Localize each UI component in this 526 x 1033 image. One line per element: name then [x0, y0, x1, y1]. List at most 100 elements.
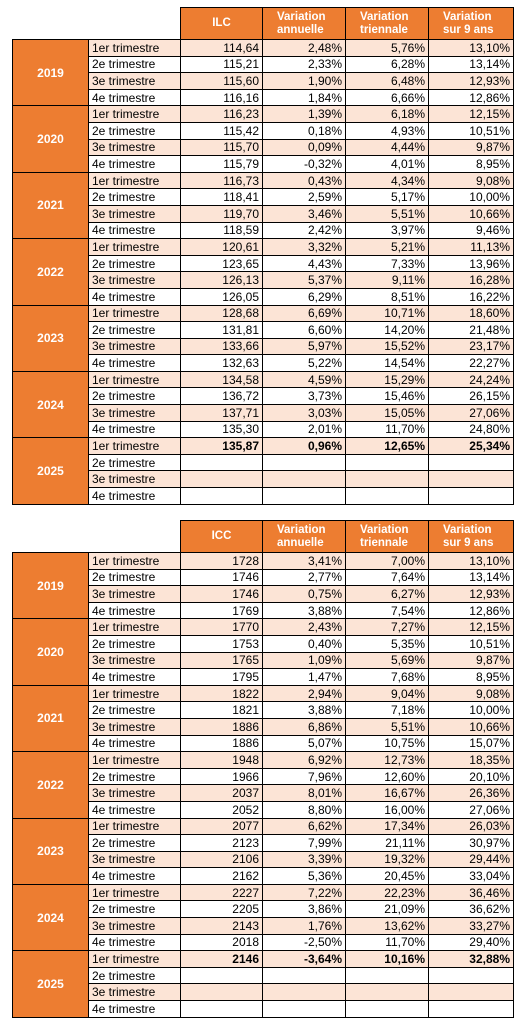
value-cell [428, 487, 514, 505]
table-row: 3e trimestre [13, 983, 514, 1002]
value-cell [428, 983, 514, 1002]
quarter-cell: 1er trimestre [88, 552, 181, 570]
value-cell: 29,40% [428, 933, 514, 952]
table-row: 4e trimestre 1769 3,88% 7,54% 12,86% [13, 601, 514, 620]
quarter-cell: 4e trimestre [88, 354, 181, 372]
table-row: 4e trimestre 1886 5,07% 10,75% 15,07% [13, 734, 514, 753]
value-cell: 15,52% [345, 337, 429, 356]
value-cell: 12,15% [428, 618, 514, 636]
quarter-cell: 4e trimestre [88, 933, 181, 952]
value-cell: 16,67% [345, 784, 429, 802]
value-cell: 2037 [180, 784, 263, 802]
table-row: 4e trimestre 116,16 1,84% 6,66% 12,86% [13, 88, 514, 107]
value-cell: 134,58 [180, 370, 263, 389]
value-cell: 21,48% [428, 321, 514, 339]
table-row: 3e trimestre 115,70 0,09% 4,44% 9,87% [13, 138, 514, 157]
value-cell: 9,11% [345, 271, 429, 289]
value-cell: 18,35% [428, 751, 514, 769]
value-cell: 2,43% [262, 618, 346, 636]
value-cell: 10,00% [428, 701, 514, 719]
value-cell: 1765 [180, 651, 263, 670]
year-cell: 2019 [12, 38, 89, 107]
value-cell: -3,64% [262, 950, 346, 968]
value-cell: 5,69% [345, 651, 429, 670]
value-cell: 1746 [180, 585, 263, 603]
value-cell: 21,11% [345, 834, 429, 852]
value-cell: 0,09% [262, 138, 346, 157]
value-cell: 133,66 [180, 337, 263, 356]
quarter-cell: 3e trimestre [88, 983, 181, 1002]
value-cell: 7,68% [345, 668, 429, 686]
value-cell: 6,86% [262, 717, 346, 736]
table-row: 2e trimestre 118,41 2,59% 5,17% 10,00% [13, 188, 514, 206]
value-cell: 9,87% [428, 651, 514, 670]
value-cell: 1,39% [262, 105, 346, 123]
table-row: 2025 1er trimestre 135,87 0,96% 12,65% 25,34% [12, 437, 514, 505]
value-cell: 1,84% [262, 88, 346, 107]
icc-table: ICC Variation annuelle Variation triennale… [12, 520, 514, 1018]
table-row: 2025 1er trimestre 2146 -3,64% 10,16% 32,88% [12, 950, 514, 1018]
value-cell: 7,00% [345, 552, 429, 570]
value-cell: 1886 [180, 734, 263, 753]
quarter-cell: 3e trimestre [88, 138, 181, 157]
value-cell: 137,71 [180, 404, 263, 422]
value-cell: 6,69% [262, 304, 346, 323]
quarter-cell: 3e trimestre [88, 917, 181, 935]
value-cell: 115,60 [180, 72, 263, 90]
value-cell: 2,01% [262, 420, 346, 439]
table-row: 3e trimestre 137,71 3,03% 15,05% 27,06% [13, 404, 514, 422]
table-row: 4e trimestre 132,63 5,22% 14,54% 22,27% [13, 354, 514, 372]
value-cell: 4,43% [262, 254, 346, 273]
value-cell: 33,27% [428, 917, 514, 935]
table-row: 2022 1er trimestre 120,61 3,32% 5,21% 11,13% [12, 238, 514, 306]
column-header: Variation triennale [345, 7, 429, 40]
value-cell: 2,48% [262, 39, 346, 57]
table-row: 3e trimestre 115,60 1,90% 6,48% 12,93% [13, 72, 514, 90]
value-cell: 126,13 [180, 271, 263, 289]
table-row: 2024 1er trimestre 2227 7,22% 22,23% 36,46% [12, 883, 514, 952]
value-cell: 2106 [180, 850, 263, 869]
quarter-cell: 2e trimestre [88, 254, 181, 273]
value-cell: 22,23% [345, 883, 429, 902]
value-cell: 15,07% [428, 734, 514, 753]
value-cell: 1769 [180, 601, 263, 620]
value-cell: 2,77% [262, 568, 346, 587]
quarter-cell: 3e trimestre [88, 784, 181, 802]
table-row: 2e trimestre [13, 966, 514, 985]
value-cell [262, 487, 346, 505]
quarter-cell: 4e trimestre [88, 800, 181, 819]
year-cell: 2019 [12, 551, 89, 620]
value-cell: 6,92% [262, 751, 346, 769]
value-cell: 5,22% [262, 354, 346, 372]
value-cell: 6,48% [345, 72, 429, 90]
value-cell: 1822 [180, 684, 263, 703]
value-cell: 9,46% [428, 221, 514, 240]
value-cell: 7,27% [345, 618, 429, 636]
value-cell: 2,59% [262, 188, 346, 206]
value-cell: 126,05 [180, 287, 263, 306]
value-cell: 5,51% [345, 717, 429, 736]
quarter-cell: 4e trimestre [88, 668, 181, 686]
table-row: 3e trimestre 2143 1,76% 13,62% 33,27% [13, 917, 514, 935]
value-cell: 29,44% [428, 850, 514, 869]
table-row: 2e trimestre 2205 3,86% 21,09% 36,62% [13, 900, 514, 919]
quarter-cell: 4e trimestre [88, 487, 181, 505]
value-cell: 24,24% [428, 370, 514, 389]
value-cell: 6,29% [262, 287, 346, 306]
value-cell: 36,62% [428, 900, 514, 919]
value-cell: 15,29% [345, 370, 429, 389]
value-cell: 5,51% [345, 204, 429, 223]
value-cell: 11,70% [345, 933, 429, 952]
table-row: 2022 1er trimestre 1948 6,92% 12,73% 18,35% [12, 751, 514, 819]
quarter-cell: 4e trimestre [88, 221, 181, 240]
value-cell [180, 1000, 263, 1018]
table-row: 2e trimestre 136,72 3,73% 15,46% 26,15% [13, 387, 514, 406]
value-cell: 21,09% [345, 900, 429, 919]
value-cell: 18,60% [428, 304, 514, 323]
value-cell: 7,64% [345, 568, 429, 587]
table-row: 3e trimestre 133,66 5,97% 15,52% 23,17% [13, 337, 514, 356]
table-row: 2019 1er trimestre 1728 3,41% 7,00% 13,10% [12, 551, 514, 620]
column-header: Variation annuelle [262, 7, 346, 40]
value-cell: 15,46% [345, 387, 429, 406]
value-cell: 32,88% [428, 950, 514, 968]
